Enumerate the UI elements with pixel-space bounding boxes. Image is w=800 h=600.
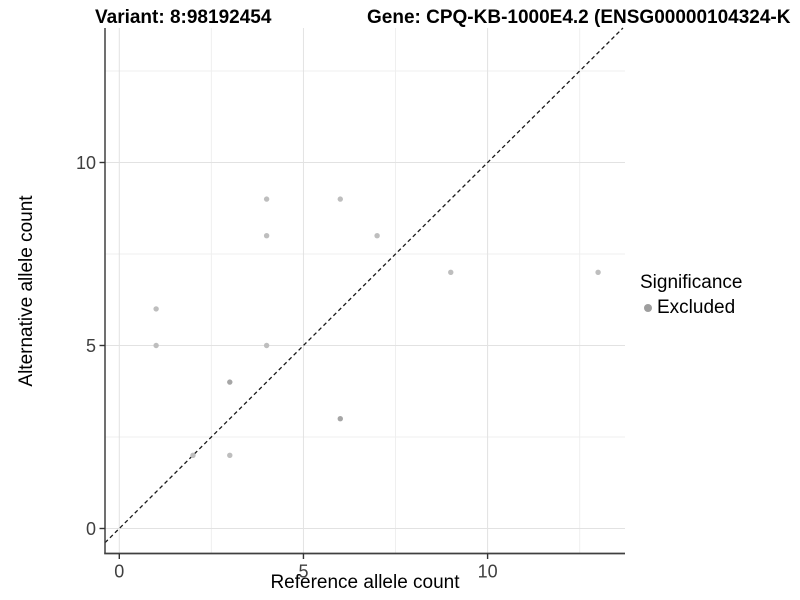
legend-item-excluded: Excluded <box>640 297 742 319</box>
data-point <box>337 416 343 422</box>
y-axis-title: Alternative allele count <box>16 195 37 387</box>
legend-point-icon <box>644 304 652 312</box>
variant-title: Variant: 8:98192454 <box>95 7 272 28</box>
y-tick-label: 10 <box>76 153 96 173</box>
x-axis-title: Reference allele count <box>270 572 460 593</box>
data-point <box>190 452 196 458</box>
data-point <box>263 233 270 239</box>
legend-item-label: Excluded <box>657 297 736 318</box>
data-point <box>374 233 380 239</box>
legend-title: Significance <box>640 272 743 293</box>
data-point <box>263 196 270 202</box>
data-point <box>153 306 159 312</box>
x-tick-label: 5 <box>298 562 308 582</box>
data-point <box>448 269 454 275</box>
data-point <box>227 379 233 385</box>
data-point <box>153 342 159 349</box>
data-point <box>227 452 233 458</box>
y-tick-label: 0 <box>86 519 96 539</box>
gene-title: Gene: CPQ-KB-1000E4.2 (ENSG00000104324-K <box>367 7 791 28</box>
identity-dashed-line <box>104 27 624 544</box>
data-point <box>595 269 601 275</box>
data-point <box>263 342 270 349</box>
x-tick-label: 10 <box>478 562 498 582</box>
y-tick-label: 5 <box>86 336 96 356</box>
data-point <box>337 196 343 202</box>
x-tick-label: 0 <box>114 562 124 582</box>
legend: Significance Excluded <box>640 272 742 319</box>
